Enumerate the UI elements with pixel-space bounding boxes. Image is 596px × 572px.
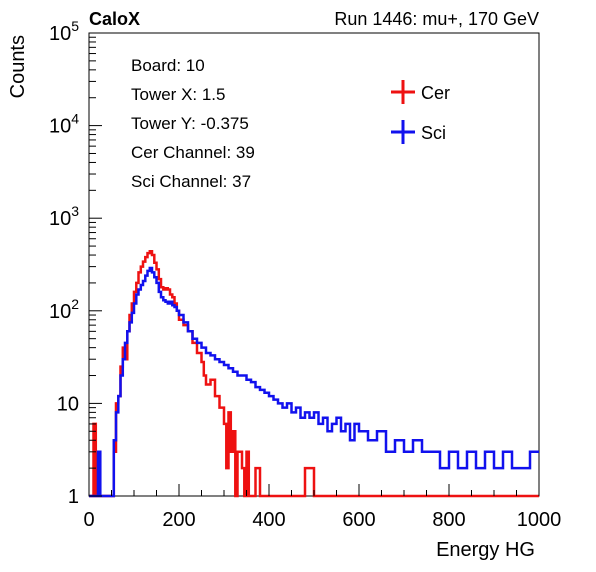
series-cer-line bbox=[89, 249, 539, 498]
info-line: Cer Channel: 39 bbox=[131, 143, 255, 162]
series-sci-line bbox=[89, 266, 539, 498]
x-tick-label: 800 bbox=[432, 509, 465, 531]
x-tick-label: 1000 bbox=[517, 509, 562, 531]
y-tick-label: 10 bbox=[57, 393, 79, 415]
info-line: Sci Channel: 37 bbox=[131, 172, 251, 191]
y-tick-label: 105 bbox=[49, 18, 79, 45]
y-tick-label: 103 bbox=[49, 203, 79, 230]
chart-title-right: Run 1446: mu+, 170 GeV bbox=[334, 9, 539, 29]
chart-title-left: CaloX bbox=[89, 9, 140, 29]
x-tick-label: 0 bbox=[83, 509, 94, 531]
info-box: Board: 10 Tower X: 1.5 Tower Y: -0.375 Cer … bbox=[131, 56, 255, 191]
x-tick-label: 600 bbox=[342, 509, 375, 531]
info-line: Tower X: 1.5 bbox=[131, 85, 226, 104]
info-line: Tower Y: -0.375 bbox=[131, 114, 249, 133]
info-line: Board: 10 bbox=[131, 56, 205, 75]
legend-label: Cer bbox=[421, 83, 450, 103]
legend-label: Sci bbox=[421, 123, 446, 143]
legend: Cer Sci bbox=[391, 80, 450, 144]
x-tick-label: 400 bbox=[252, 509, 285, 531]
y-tick-label: 104 bbox=[49, 111, 79, 138]
y-tick-label: 1 bbox=[68, 486, 79, 508]
x-axis-label: Energy HG bbox=[436, 539, 535, 561]
y-tick-label: 102 bbox=[49, 296, 79, 323]
x-tick-label: 200 bbox=[162, 509, 195, 531]
y-axis-label: Counts bbox=[7, 35, 29, 98]
axes-layer: 0 200 400 600 800 1000 1 10 102 103 104 105 bbox=[49, 18, 561, 531]
series-layer bbox=[89, 249, 539, 498]
